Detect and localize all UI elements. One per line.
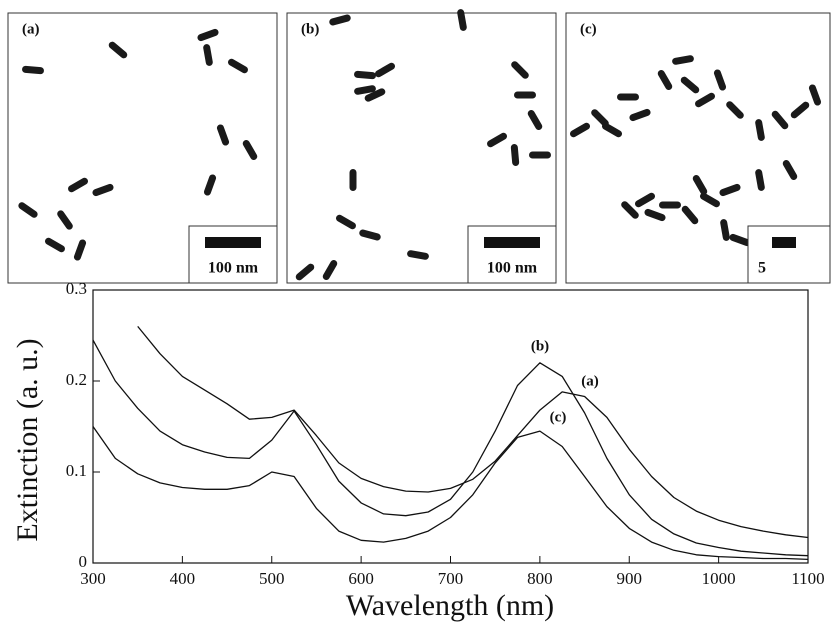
nanorod [529, 151, 551, 159]
scale-bar [772, 237, 796, 248]
x-tick-label: 300 [80, 569, 106, 588]
nanorod [487, 132, 507, 148]
nanorod [729, 233, 751, 247]
nanorod [719, 183, 741, 197]
nanorod [108, 41, 128, 59]
y-axis-title: Extinction (a. u.) [11, 338, 44, 541]
nanorod [22, 65, 44, 75]
nanorod [354, 85, 376, 95]
scale-inset [747, 225, 831, 284]
tem-panels: (a) 100 nm (b) 100 nm (c) 5 [7, 9, 831, 284]
nanorod [457, 9, 467, 31]
nanorod [726, 101, 744, 119]
nanorod [680, 76, 700, 94]
nanorod [790, 101, 810, 119]
nanorod [242, 140, 258, 160]
nanorod [295, 263, 315, 281]
scale-text: 5 [758, 260, 766, 277]
nanorod [720, 219, 730, 241]
nanorod [514, 91, 536, 99]
nanorod [349, 169, 357, 191]
nanorod [635, 192, 655, 208]
nanorod [602, 122, 622, 138]
nanorod [629, 108, 651, 122]
nanorod [681, 205, 699, 225]
nanorod [364, 88, 386, 102]
x-tick-label: 900 [617, 569, 643, 588]
nanorod [570, 122, 590, 138]
nanorod [700, 192, 720, 208]
nanorod [771, 110, 789, 130]
tem-panel: (c) 5 [565, 12, 831, 284]
spectrum-line [92, 339, 809, 557]
nanorod [359, 229, 381, 241]
x-axis-title: Wavelength (nm) [346, 589, 554, 622]
panel-label: (a) [22, 21, 40, 37]
scale-inset [188, 225, 278, 284]
spectrum-line [92, 426, 809, 561]
scale-inset [467, 225, 557, 284]
nanorod [197, 28, 219, 42]
panel-label: (b) [301, 21, 319, 37]
x-tick-label: 800 [527, 569, 553, 588]
nanorod [808, 84, 822, 106]
nanorod [782, 160, 798, 180]
nanorod [659, 201, 681, 209]
nanorod [354, 70, 376, 80]
nanorod [336, 214, 356, 230]
x-tick-label: 400 [170, 569, 196, 588]
nanorod [617, 93, 639, 101]
y-tick-label: 0.3 [66, 279, 87, 298]
nanorod [591, 109, 609, 127]
nanorod [57, 210, 73, 230]
nanorod [755, 119, 765, 141]
scale-bar [205, 237, 261, 248]
x-tick-label: 500 [259, 569, 285, 588]
nanorod [92, 183, 114, 197]
scale-text: 100 nm [208, 260, 259, 277]
tem-panel: (a) 100 nm [7, 12, 278, 284]
nanorod [695, 92, 715, 108]
tem-panel: (b) 100 nm [286, 9, 557, 284]
nanorod [18, 202, 38, 218]
nanorod [510, 144, 520, 166]
spectrum-line [137, 325, 809, 539]
curve-label: (a) [581, 373, 599, 389]
nanorod [203, 174, 217, 196]
nanorod [713, 69, 727, 91]
nanorod [621, 201, 639, 219]
x-tick-label: 600 [348, 569, 374, 588]
nanorod [407, 250, 429, 260]
nanorod [322, 260, 338, 280]
nanorod [511, 61, 529, 79]
y-tick-label: 0 [79, 552, 88, 571]
panel-label: (c) [580, 21, 597, 37]
nanorod [216, 124, 230, 146]
nanorod [692, 175, 708, 195]
curve-label: (c) [550, 409, 567, 425]
nanorod [644, 208, 666, 222]
x-tick-label: 1100 [791, 569, 824, 588]
nanorod [203, 44, 213, 66]
nanorod [527, 110, 543, 130]
nanorod [68, 177, 88, 193]
scale-bar [484, 237, 540, 248]
nanorod [73, 239, 87, 261]
nanorod [375, 62, 395, 78]
nanorod [672, 55, 694, 65]
x-tick-label: 700 [438, 569, 464, 588]
scale-text: 100 nm [487, 260, 538, 277]
y-tick-label: 0.2 [66, 370, 87, 389]
chart: Wavelength (nm) Extinction (a. u.) 300 40… [11, 279, 825, 622]
plot-frame [92, 289, 809, 564]
y-tick-label: 0.1 [66, 461, 87, 480]
nanorod [657, 70, 673, 90]
nanorod [329, 14, 351, 26]
curve-label: (b) [531, 338, 549, 354]
nanorod [755, 169, 765, 191]
nanorod [228, 58, 248, 74]
nanorod [45, 237, 65, 253]
x-tick-label: 1000 [702, 569, 736, 588]
